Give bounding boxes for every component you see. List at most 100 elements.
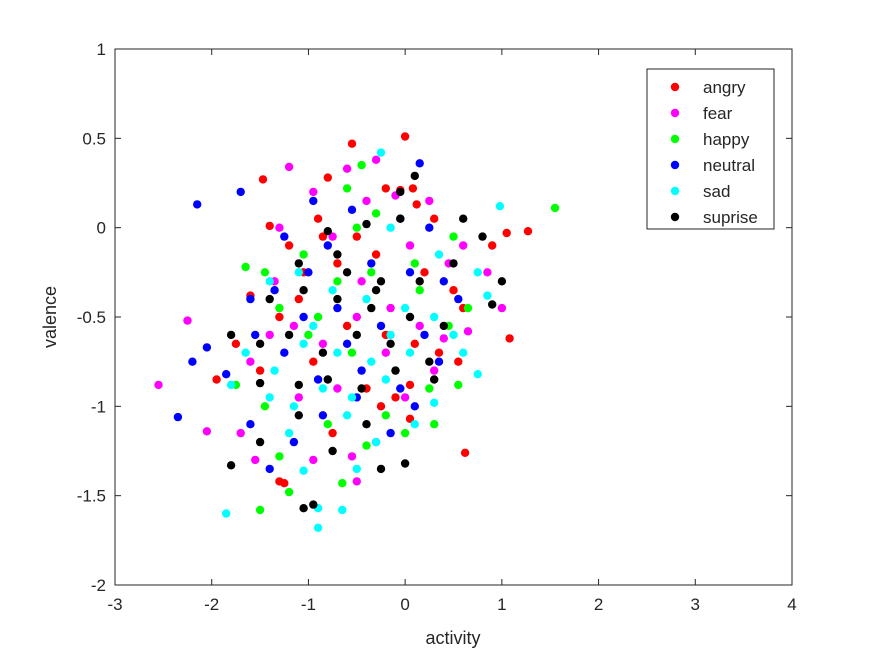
data-point-sad <box>386 223 395 232</box>
data-point-happy <box>410 259 419 268</box>
data-point-sad <box>313 523 323 532</box>
legend-label-happy: happy <box>703 130 750 149</box>
data-point-sad <box>338 505 347 515</box>
data-point-angry <box>212 375 221 384</box>
data-point-sad <box>241 348 250 357</box>
data-point-neutral <box>454 294 463 304</box>
data-point-fear <box>265 330 274 340</box>
data-point-suprise <box>367 303 376 313</box>
data-point-happy <box>415 286 424 295</box>
data-point-sad <box>430 312 439 322</box>
data-point-sad <box>333 348 342 357</box>
data-point-neutral <box>173 412 183 422</box>
data-point-suprise <box>386 339 395 348</box>
data-point-fear <box>289 321 299 331</box>
data-point-angry <box>231 339 241 348</box>
y-tick-label: 0.5 <box>82 129 106 148</box>
data-point-suprise <box>255 437 265 447</box>
x-tick-label: 0 <box>400 595 409 614</box>
legend-box <box>646 68 775 230</box>
data-point-suprise <box>478 232 487 241</box>
data-point-suprise <box>294 259 303 268</box>
data-point-fear <box>294 393 303 402</box>
data-point-fear <box>386 303 395 313</box>
data-point-fear <box>439 334 448 343</box>
data-point-angry <box>328 428 337 438</box>
data-point-angry <box>309 357 318 366</box>
data-point-fear <box>497 303 507 313</box>
data-point-neutral <box>318 411 328 420</box>
data-point-sad <box>495 202 505 211</box>
data-point-happy <box>284 487 294 497</box>
data-point-angry <box>294 294 303 304</box>
data-point-neutral <box>299 312 308 322</box>
data-point-happy <box>454 380 463 390</box>
data-point-fear <box>362 196 371 206</box>
x-tick-label: 3 <box>691 595 700 614</box>
data-point-neutral <box>347 205 357 214</box>
data-point-neutral <box>251 330 260 340</box>
data-point-happy <box>367 268 376 277</box>
data-point-neutral <box>425 223 434 232</box>
data-point-happy <box>362 441 371 450</box>
data-point-angry <box>342 321 352 331</box>
legend-label-suprise: suprise <box>703 208 758 227</box>
data-point-happy <box>463 303 473 313</box>
data-point-fear <box>318 339 328 348</box>
data-point-angry <box>523 227 533 236</box>
data-point-angry <box>323 173 332 182</box>
data-point-sad <box>328 286 337 295</box>
data-point-suprise <box>226 461 236 470</box>
data-point-neutral <box>420 330 429 340</box>
data-point-angry <box>318 232 328 241</box>
legend-label-fear: fear <box>703 104 733 123</box>
data-point-fear <box>425 196 434 206</box>
data-point-fear <box>459 241 468 250</box>
data-point-neutral <box>280 232 289 241</box>
data-point-happy <box>347 348 357 357</box>
data-point-sad <box>376 148 386 157</box>
data-point-angry <box>420 268 429 277</box>
data-point-angry <box>255 366 265 375</box>
data-point-suprise <box>410 171 419 181</box>
data-point-sad <box>265 277 274 286</box>
data-point-sad <box>309 321 318 331</box>
data-point-fear <box>347 452 357 461</box>
data-point-happy <box>275 303 284 313</box>
data-point-sad <box>473 268 482 277</box>
legend-marker-fear <box>670 108 680 118</box>
y-axis-label: valence <box>40 286 60 348</box>
data-point-fear <box>309 187 318 197</box>
data-point-fear <box>405 241 415 250</box>
data-point-fear <box>275 223 284 232</box>
x-tick-label: 4 <box>787 595 796 614</box>
x-tick-label: 2 <box>594 595 603 614</box>
data-point-suprise <box>342 268 352 277</box>
data-point-suprise <box>376 277 386 286</box>
data-point-suprise <box>333 250 342 259</box>
data-point-suprise <box>362 420 371 429</box>
data-point-sad <box>434 250 444 259</box>
data-point-happy <box>275 452 284 461</box>
data-point-sad <box>294 268 303 277</box>
data-point-sad <box>367 357 376 366</box>
data-point-happy <box>449 232 458 241</box>
points-layer <box>154 132 560 532</box>
data-point-suprise <box>323 227 332 236</box>
data-point-happy <box>550 203 560 213</box>
data-point-suprise <box>488 300 497 309</box>
data-point-fear <box>328 232 337 241</box>
data-point-suprise <box>284 330 294 340</box>
ticks-layer: -3 -2 -1 0 1 2 3 4-2-1.5-1-0.500.51 <box>77 40 797 614</box>
data-point-angry <box>265 221 274 231</box>
data-point-sad <box>347 393 357 402</box>
data-point-angry <box>505 334 514 343</box>
data-point-suprise <box>459 214 468 223</box>
data-point-neutral <box>222 370 231 379</box>
data-point-angry <box>352 232 361 241</box>
data-point-fear <box>381 348 390 357</box>
data-point-neutral <box>236 187 245 197</box>
data-point-neutral <box>309 196 318 206</box>
legend-label-neutral: neutral <box>703 156 755 175</box>
